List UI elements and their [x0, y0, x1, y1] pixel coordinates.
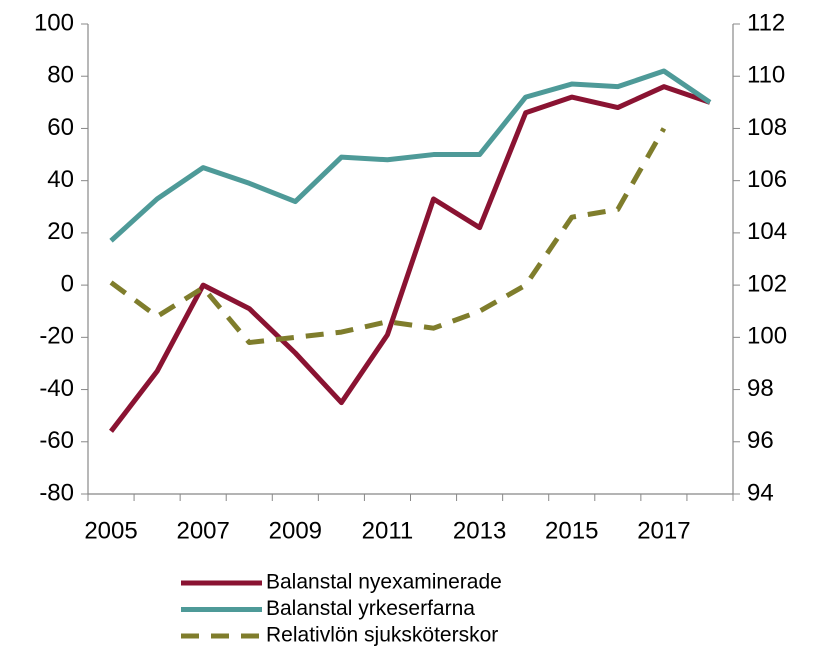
x-tick-label: 2015 — [545, 517, 598, 544]
x-tick-label: 2009 — [269, 517, 322, 544]
y-tick-label: -20 — [39, 323, 74, 350]
series-line — [109, 127, 667, 346]
y2-tick-label: 110 — [747, 62, 785, 89]
y2-tick-label: 102 — [747, 270, 787, 297]
legend-label: Balanstal yrkeserfarna — [266, 597, 475, 620]
y2-tick-label: 104 — [747, 218, 787, 245]
x-tick-label: 2007 — [176, 517, 229, 544]
series-line — [109, 84, 711, 433]
legend-label: Relativlön sjuksköterskor — [266, 624, 498, 647]
x-tick-label: 2011 — [362, 517, 414, 544]
y-tick-label: 20 — [47, 218, 74, 245]
y2-tick-label: 94 — [747, 479, 774, 506]
y2-tick-label: 100 — [747, 323, 787, 350]
x-tick-label: 2013 — [453, 517, 506, 544]
y2-tick-label: 96 — [747, 427, 774, 454]
y-tick-label: -60 — [39, 427, 74, 454]
y-tick-label: -80 — [39, 479, 74, 506]
y-tick-label: 80 — [47, 62, 74, 89]
y2-tick-label: 108 — [747, 114, 787, 141]
y2-tick-label: 112 — [747, 9, 785, 36]
y-tick-label: -40 — [39, 375, 74, 402]
x-tick-label: 2005 — [84, 517, 137, 544]
y-tick-label: 60 — [47, 114, 74, 141]
y-tick-label: 0 — [61, 270, 74, 297]
series-line — [109, 68, 712, 243]
legend-label: Balanstal nyexaminerade — [266, 571, 502, 594]
y2-tick-label: 98 — [747, 375, 774, 402]
y-tick-label: 40 — [47, 166, 74, 193]
x-tick-label: 2017 — [637, 517, 690, 544]
y-tick-label: 100 — [34, 9, 74, 36]
y2-tick-label: 106 — [747, 166, 787, 193]
